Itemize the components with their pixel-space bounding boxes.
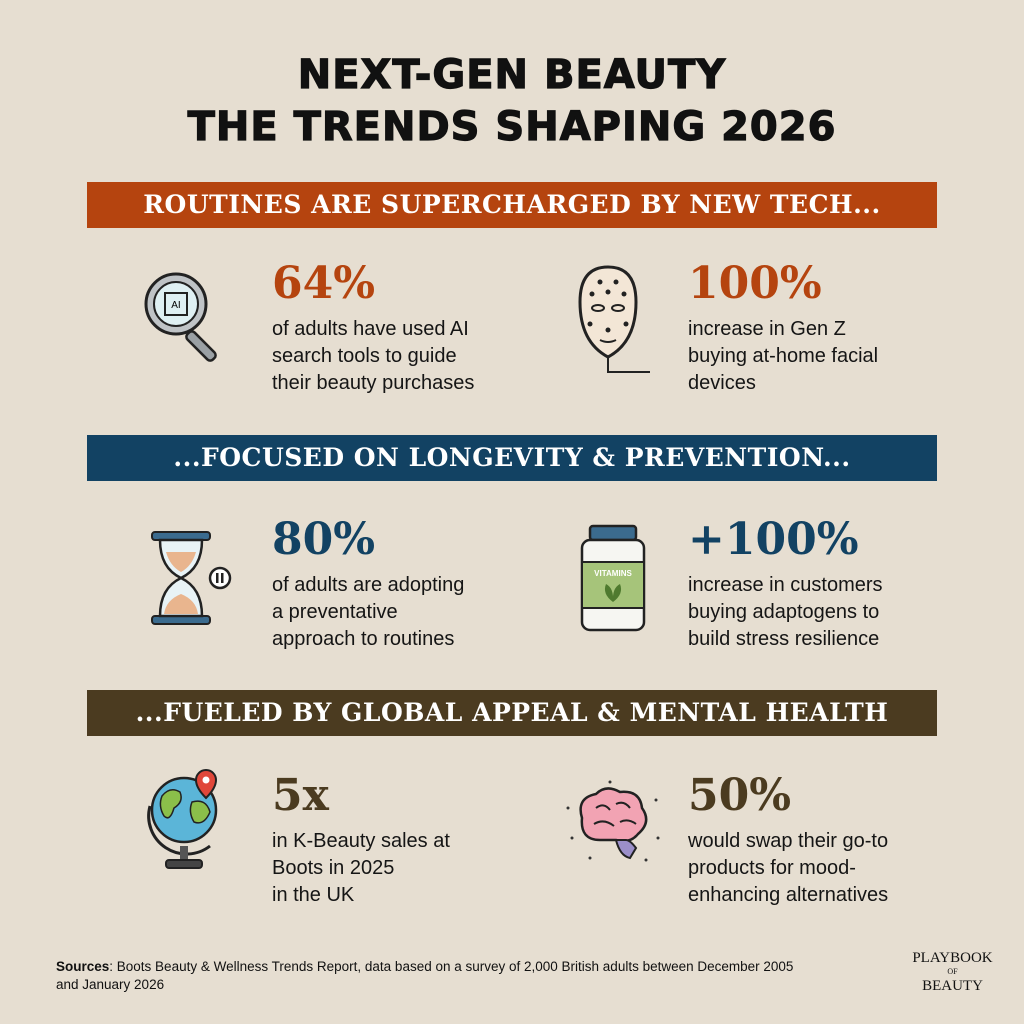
ai-magnifier-icon: AI — [140, 268, 236, 378]
stat-text: in the UK — [272, 884, 355, 906]
stat-text: increase in Gen Z — [688, 318, 846, 340]
vitamins-label: VITAMINS — [594, 569, 632, 578]
title-line-1: NEXT-GEN BEAUTY — [297, 51, 727, 98]
hourglass-pause-icon — [148, 528, 244, 638]
sources-label: Sources — [56, 959, 110, 974]
stat-facial-devices: 100% increase in Gen Z buying at-home fac… — [688, 258, 988, 397]
stat-preventative: 80% of adults are adopting a preventative… — [272, 514, 572, 653]
stat-value: 100% — [688, 258, 822, 309]
globe-pin-icon — [140, 766, 236, 876]
stat-text: Boots in 2025 — [272, 857, 395, 879]
stat-text: in K-Beauty sales at — [272, 830, 450, 852]
title-line-2: THE TRENDS SHAPING 2026 — [187, 103, 837, 150]
face-device-icon — [560, 262, 656, 373]
stat-text: of adults are adopting — [272, 574, 465, 596]
stat-value: 64% — [272, 258, 376, 309]
section-banner-longevity: ...FOCUSED ON LONGEVITY & PREVENTION... — [87, 435, 937, 481]
stat-text: approach to routines — [272, 628, 455, 650]
stat-mood-enhancing: 50% would swap their go-to products for m… — [688, 770, 988, 909]
stat-text: search tools to guide — [272, 345, 457, 367]
stat-text: build stress resilience — [688, 628, 880, 650]
stat-text: would swap their go-to — [688, 830, 889, 852]
stat-text: devices — [688, 372, 756, 394]
stat-text: their beauty purchases — [272, 372, 475, 394]
stat-ai-search: 64% of adults have used AI search tools t… — [272, 258, 572, 397]
sources-text: : Boots Beauty & Wellness Trends Report,… — [56, 959, 794, 992]
stat-value: 5x — [272, 770, 329, 821]
stat-text: a preventative — [272, 601, 398, 623]
playbook-of-beauty-logo: PLAYBOOK OF BEAUTY — [912, 950, 993, 994]
stat-value: +100% — [688, 514, 859, 565]
stat-k-beauty: 5x in K-Beauty sales at Boots in 2025 in t… — [272, 770, 572, 909]
stat-value: 50% — [688, 770, 792, 821]
sources-note: Sources: Boots Beauty & Wellness Trends … — [56, 958, 796, 994]
section-banner-tech: ROUTINES ARE SUPERCHARGED BY NEW TECH... — [87, 182, 937, 228]
brain-sparkle-icon — [560, 778, 660, 888]
svg-text:AI: AI — [171, 300, 180, 311]
stat-adaptogens: +100% increase in customers buying adapto… — [688, 514, 988, 653]
stat-text: buying adaptogens to — [688, 601, 880, 623]
stat-text: enhancing alternatives — [688, 884, 889, 906]
stat-value: 80% — [272, 514, 376, 565]
section-banner-global: ...FUELED BY GLOBAL APPEAL & MENTAL HEAL… — [87, 690, 937, 736]
stat-text: products for mood- — [688, 857, 856, 879]
stat-text: increase in customers — [688, 574, 883, 596]
vitamins-bottle-icon: VITAMINS — [578, 522, 674, 632]
stat-text: buying at-home facial — [688, 345, 879, 367]
stat-text: of adults have used AI — [272, 318, 469, 340]
